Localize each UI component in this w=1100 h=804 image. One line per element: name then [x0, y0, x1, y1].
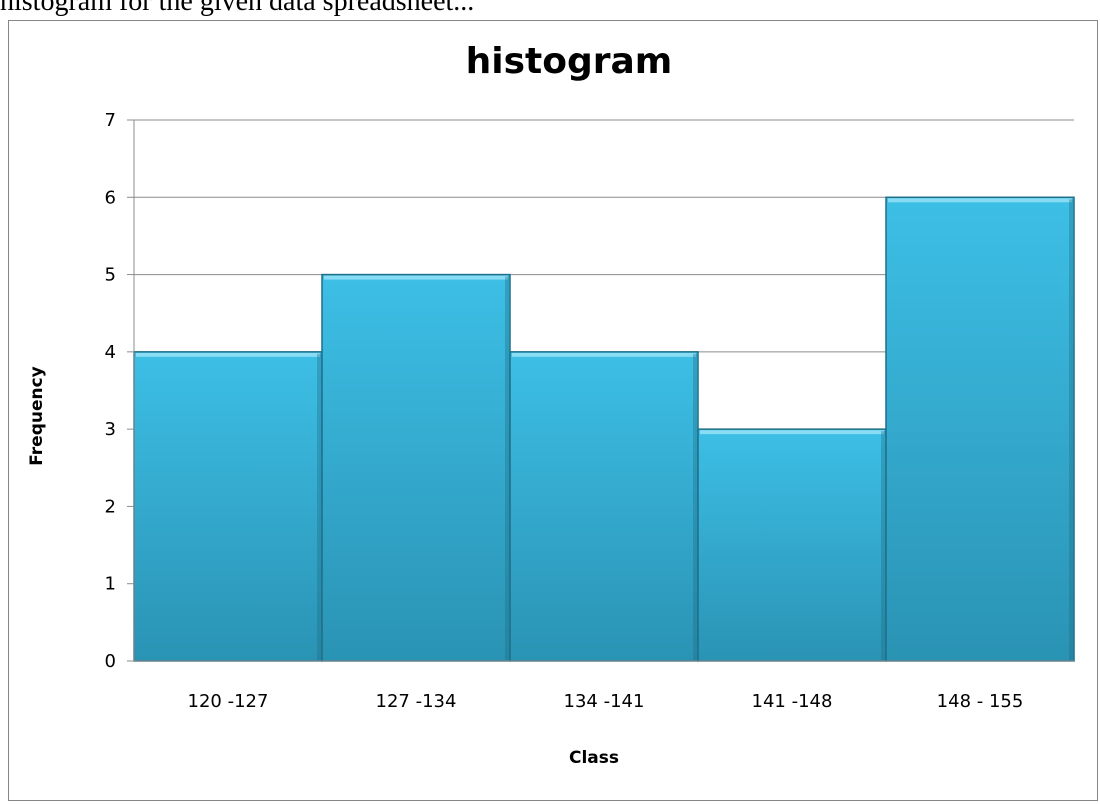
axes	[127, 119, 1074, 662]
x-category-label: 148 - 155	[937, 691, 1024, 712]
bar-shade	[317, 353, 321, 660]
histogram-chart: histogram 0 1 2 3 4 5 6 7 120 -127 127 -134 134 -…	[27, 41, 1075, 768]
bar-highlight	[888, 198, 1072, 203]
y-tick-label: 2	[105, 496, 116, 517]
y-axis-title: Frequency	[27, 366, 47, 466]
x-category-labels: 120 -127 127 -134 134 -141 141 -148 148 - 15…	[188, 691, 1024, 712]
bar-shade	[693, 353, 697, 660]
y-tick-label: 1	[105, 574, 116, 595]
y-tick-label: 5	[105, 265, 116, 286]
y-tick-label: 7	[105, 110, 116, 131]
bar-highlight	[324, 275, 508, 280]
bars	[133, 196, 1075, 662]
bar-shade	[881, 431, 885, 660]
bar-rect	[509, 351, 699, 662]
chart-area: histogram 0 1 2 3 4 5 6 7 120 -127 127 -134 134 -…	[8, 20, 1098, 801]
bar-4	[697, 428, 887, 662]
bar-highlight	[136, 352, 320, 357]
bar-shade	[505, 276, 509, 660]
bar-rect	[321, 273, 511, 662]
y-tick-label: 0	[105, 651, 116, 672]
x-axis-title: Class	[569, 748, 619, 768]
bar-rect	[885, 196, 1075, 662]
x-category-label: 134 -141	[564, 691, 645, 712]
bar-rect	[697, 428, 887, 662]
bar-highlight	[512, 352, 696, 357]
bar-3	[509, 351, 699, 662]
x-category-label: 127 -134	[376, 691, 457, 712]
y-tick-label: 4	[105, 342, 116, 363]
chart-title: histogram	[466, 41, 673, 82]
top-caption: histogram for the given data spreadsheet…	[0, 0, 475, 16]
bar-5	[885, 196, 1075, 662]
x-category-label: 141 -148	[752, 691, 833, 712]
y-tick-label: 3	[105, 419, 116, 440]
bar-highlight	[700, 430, 884, 435]
bar-1	[133, 351, 323, 662]
y-tick-label: 6	[105, 187, 116, 208]
y-tick-labels: 0 1 2 3 4 5 6 7	[105, 110, 116, 672]
x-category-label: 120 -127	[188, 691, 269, 712]
bar-rect	[133, 351, 323, 662]
bar-shade	[1069, 199, 1073, 661]
bar-2	[321, 273, 511, 662]
